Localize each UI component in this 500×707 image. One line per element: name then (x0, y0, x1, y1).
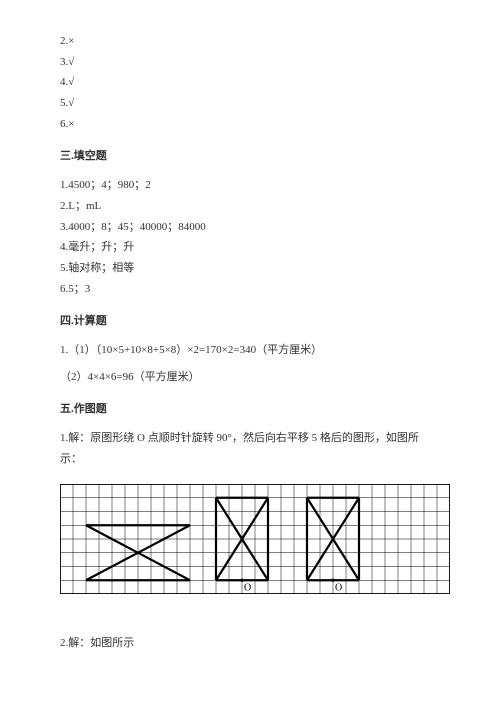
s5-line2: 2.解：如图所示 (60, 634, 450, 653)
s5-intro-2: 示： (60, 450, 450, 469)
section-5-title: 五.作图题 (60, 400, 450, 419)
ans-2: 2.× (60, 32, 450, 51)
s3-l3: 3.4000；8；45；40000；84000 (60, 218, 450, 237)
s3-l1: 1.4500；4；980；2 (60, 176, 450, 195)
section-5-body: 1.解：原图形绕 O 点顺时针旋转 90°，然后向右平移 5 格后的图形，如图所… (60, 429, 450, 468)
s3-l5: 5.轴对称；相等 (60, 259, 450, 278)
s3-l6: 6.5；3 (60, 280, 450, 299)
s3-l2: 2.L；mL (60, 197, 450, 216)
section-4-title: 四.计算题 (60, 312, 450, 331)
s5-intro-1: 1.解：原图形绕 O 点顺时针旋转 90°，然后向右平移 5 格后的图形，如图所 (60, 429, 450, 448)
svg-text:O: O (244, 583, 251, 594)
answer-list: 2.× 3.√ 4.√ 5.√ 6.× (60, 32, 450, 133)
s4-l1: 1.（1）（10×5+10×8+5×8）×2=170×2=340（平方厘米） (60, 341, 450, 360)
section-4-body: 1.（1）（10×5+10×8+5×8）×2=170×2=340（平方厘米） （… (60, 341, 450, 386)
section-3-body: 1.4500；4；980；2 2.L；mL 3.4000；8；45；40000；… (60, 176, 450, 298)
section-3-title: 三.填空题 (60, 147, 450, 166)
figure-grid: OO (60, 484, 450, 594)
grid-svg: OO (60, 484, 450, 594)
ans-6: 6.× (60, 115, 450, 134)
s3-l4: 4.毫升；升；升 (60, 238, 450, 257)
ans-4: 4.√ (60, 73, 450, 92)
svg-text:O: O (335, 583, 342, 594)
ans-3: 3.√ (60, 53, 450, 72)
ans-5: 5.√ (60, 94, 450, 113)
s4-l2: （2）4×4×6=96（平方厘米） (60, 368, 450, 387)
